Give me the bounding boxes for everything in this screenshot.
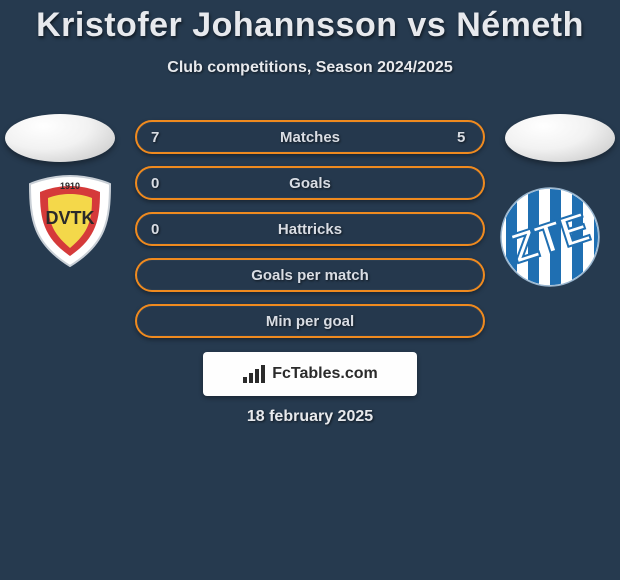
player-avatar-right [505, 114, 615, 162]
page-title: Kristofer Johannsson vs Németh [0, 0, 620, 45]
stat-rows: 7 Matches 5 0 Goals 0 Hattricks Goals pe… [135, 120, 485, 350]
date: 18 february 2025 [0, 408, 620, 426]
stat-row: 0 Hattricks [135, 212, 485, 246]
player-avatar-left [5, 114, 115, 162]
stat-label: Hattricks [137, 221, 483, 238]
club-crest-left: 1910 DVTK [20, 170, 120, 270]
stat-left: 0 [151, 175, 163, 192]
stat-label: Min per goal [137, 313, 483, 330]
crest-left-year: 1910 [60, 181, 80, 191]
stat-row: Min per goal [135, 304, 485, 338]
stat-label: Goals per match [137, 267, 483, 284]
stat-label: Matches [137, 129, 483, 146]
crest-left-name: DVTK [46, 208, 95, 228]
watermark-bars-icon [242, 364, 268, 384]
stat-left: 0 [151, 221, 163, 238]
stat-row: 0 Goals [135, 166, 485, 200]
stat-label: Goals [137, 175, 483, 192]
stat-left: 7 [151, 129, 163, 146]
stat-row: 7 Matches 5 [135, 120, 485, 154]
stat-right: 5 [457, 129, 469, 146]
subtitle: Club competitions, Season 2024/2025 [0, 59, 620, 77]
watermark: FcTables.com [203, 352, 417, 396]
watermark-text: FcTables.com [272, 365, 378, 383]
club-crest-right: ZTE ZTE [500, 182, 600, 292]
stat-row: Goals per match [135, 258, 485, 292]
